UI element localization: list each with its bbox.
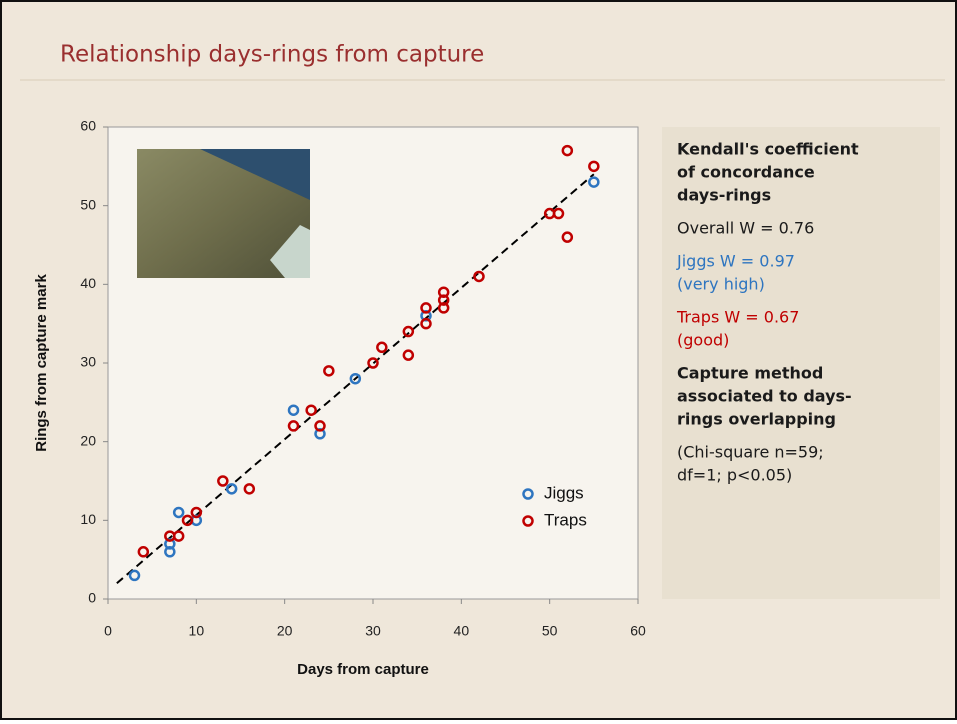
y-tick-label: 40	[80, 275, 96, 291]
panel-line: Jiggs W = 0.97	[676, 252, 795, 271]
slide: Relationship days-rings from capture 0 10…	[0, 0, 957, 720]
panel-line: Traps W = 0.67	[676, 308, 799, 327]
y-tick-label: 60	[80, 118, 96, 134]
x-tick-label: 50	[542, 623, 558, 639]
y-tick-label: 10	[80, 511, 96, 527]
y-tick-label: 50	[80, 196, 96, 212]
panel-line: Kendall's coefficient	[677, 140, 859, 159]
panel-line: rings overlapping	[677, 410, 836, 429]
x-axis-label: Days from capture	[297, 661, 429, 678]
legend-label: Traps	[544, 510, 587, 529]
x-tick-label: 20	[277, 623, 293, 639]
panel-line: of concordance	[677, 163, 815, 182]
panel-line: Capture method	[677, 364, 823, 383]
y-tick-label: 0	[88, 590, 96, 606]
slide-title: Relationship days-rings from capture	[60, 42, 484, 68]
y-axis-label: Rings from capture mark	[33, 274, 50, 452]
y-tick-label: 30	[80, 354, 96, 370]
panel-line: associated to days-	[677, 387, 852, 406]
legend-label: Jiggs	[544, 483, 584, 502]
panel-line: (good)	[677, 331, 729, 350]
panel-line: Overall W = 0.76	[677, 219, 814, 238]
panel-line: df=1; p<0.05)	[677, 466, 792, 485]
panel-line: days-rings	[677, 186, 771, 205]
x-tick-label: 40	[454, 623, 470, 639]
panel-line: (Chi-square n=59;	[677, 443, 824, 462]
photo	[137, 149, 310, 278]
x-tick-label: 0	[104, 623, 112, 639]
x-tick-label: 30	[365, 623, 381, 639]
y-tick-label: 20	[80, 432, 96, 448]
x-tick-label: 10	[189, 623, 205, 639]
panel-line: (very high)	[677, 275, 765, 294]
page: Relationship days-rings from capture 0 10…	[0, 0, 957, 724]
x-tick-label: 60	[630, 623, 646, 639]
